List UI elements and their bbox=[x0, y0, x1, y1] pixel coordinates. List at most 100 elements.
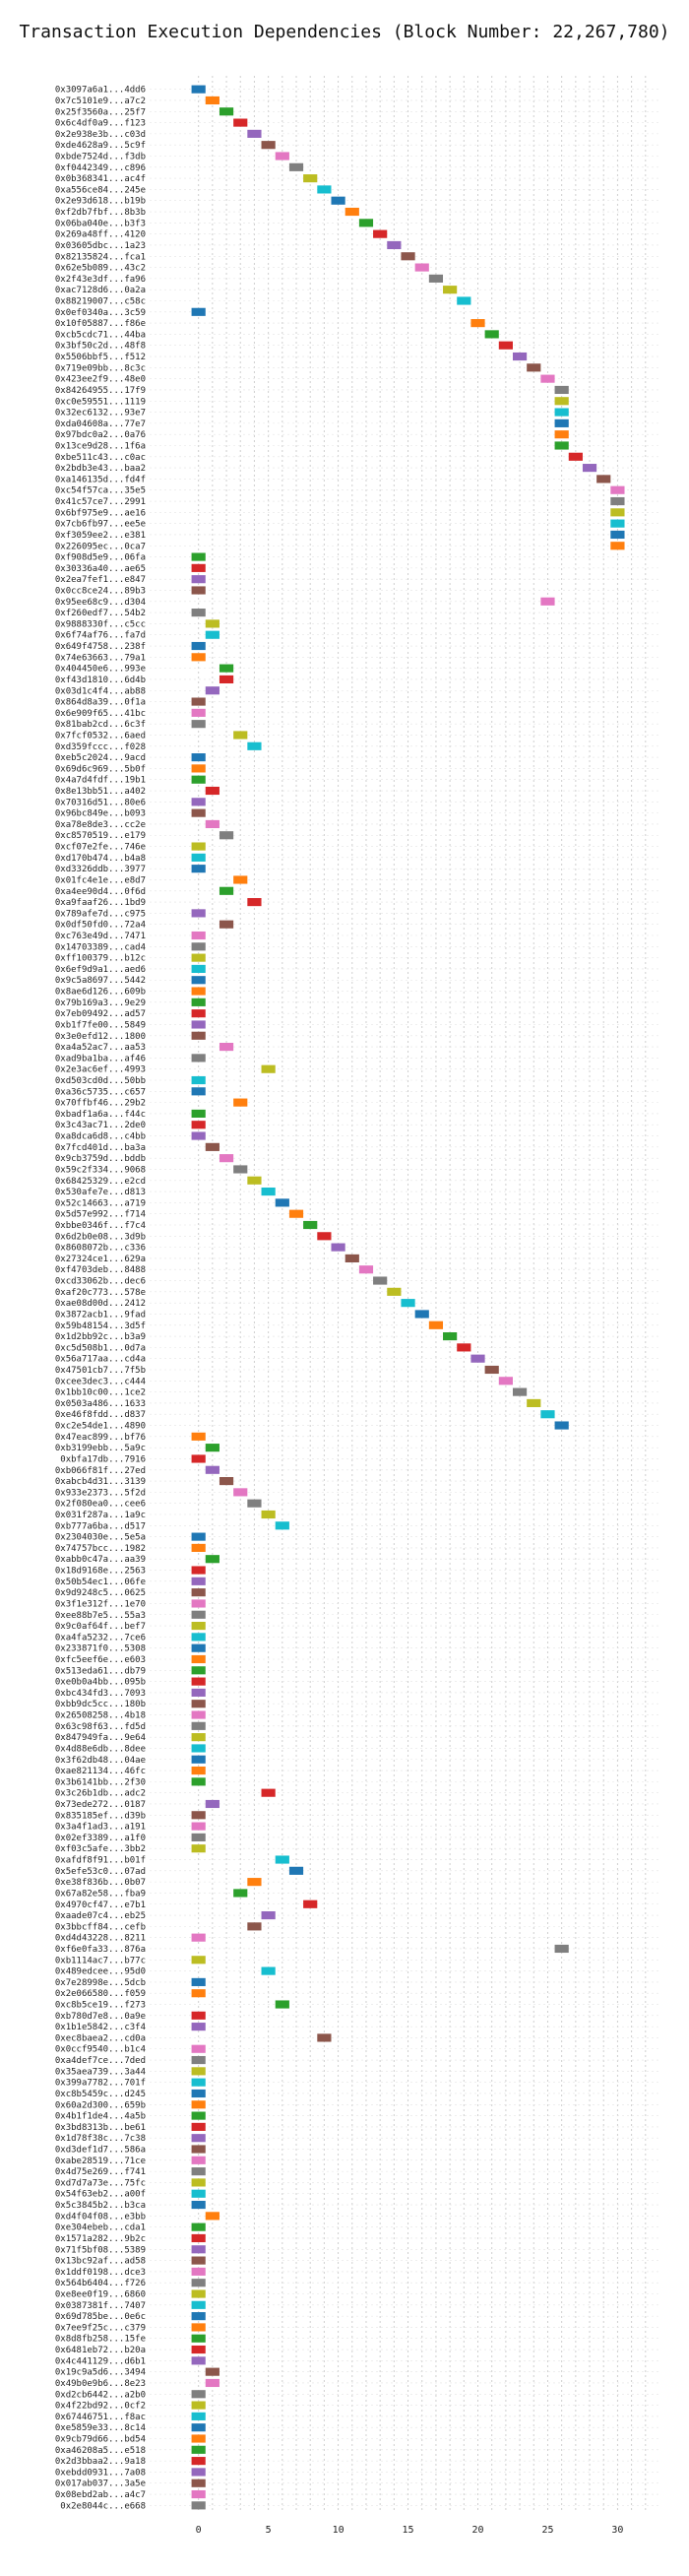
execution-bar bbox=[191, 2222, 206, 2231]
execution-bar bbox=[484, 330, 499, 339]
ytick-label: 0xb3199ebb...5a9c bbox=[55, 1444, 146, 1453]
execution-bar bbox=[373, 1276, 388, 1285]
ytick-label: 0x5d57e992...f714 bbox=[55, 1210, 146, 1220]
execution-bar bbox=[191, 2167, 206, 2176]
execution-bar bbox=[191, 942, 206, 951]
ytick-label: 0x25f3560a...25f7 bbox=[55, 107, 146, 117]
execution-bar bbox=[191, 1933, 206, 1942]
execution-bar bbox=[191, 2323, 206, 2332]
ytick-label: 0x6481eb72...b20a bbox=[55, 2346, 146, 2355]
bar-layer bbox=[191, 85, 625, 2510]
execution-bar bbox=[191, 2468, 206, 2477]
ytick-label: 0x8e13bb51...a402 bbox=[55, 787, 146, 797]
execution-bar bbox=[582, 464, 597, 473]
ytick-label: 0x9cb79d66...bd54 bbox=[55, 2435, 146, 2445]
execution-bar bbox=[247, 741, 262, 750]
ytick-label: 0xbc434fd3...7093 bbox=[55, 1689, 146, 1699]
execution-bar bbox=[191, 764, 206, 773]
execution-bar bbox=[554, 397, 569, 406]
ytick-label: 0x5efe53c0...07ad bbox=[55, 1867, 146, 1877]
execution-bar bbox=[191, 575, 206, 584]
execution-bar bbox=[191, 2489, 206, 2499]
ytick-label: 0xaade07c4...eb25 bbox=[55, 1911, 146, 1921]
execution-bar bbox=[191, 1744, 206, 1753]
execution-bar bbox=[191, 753, 206, 762]
execution-bar bbox=[205, 2378, 219, 2388]
ytick-label: 0x4a7d4fdf...19b1 bbox=[55, 776, 146, 786]
ytick-label: 0xf4703deb...8488 bbox=[55, 1265, 146, 1275]
execution-bar bbox=[191, 641, 206, 651]
ytick-label: 0xb780d7e8...0a9e bbox=[55, 2012, 146, 2022]
ytick-label: 0x3bf50c2d...48f8 bbox=[55, 342, 146, 352]
ytick-label: 0x2ea7fef1...e847 bbox=[55, 575, 146, 585]
ytick-label: 0x50b54ec1...06fe bbox=[55, 1578, 146, 1587]
ytick-label: 0x13ce9d28...1f6a bbox=[55, 441, 146, 451]
execution-bar bbox=[205, 619, 219, 628]
execution-bar bbox=[247, 1176, 262, 1185]
ytick-label: 0x9d9248c5...0625 bbox=[55, 1588, 146, 1598]
ytick-label: 0xa4a52ac7...aa53 bbox=[55, 1043, 146, 1053]
xtick-label: 5 bbox=[266, 2525, 272, 2536]
ytick-label: 0xc0e59551...1119 bbox=[55, 397, 146, 407]
execution-bar bbox=[247, 898, 262, 907]
ytick-label: 0x14703389...cad4 bbox=[55, 942, 146, 952]
execution-bar bbox=[191, 1621, 206, 1631]
ytick-label: 0x423ee2f9...48e0 bbox=[55, 375, 146, 385]
ytick-label: 0x3c43ac71...2de0 bbox=[55, 1121, 146, 1130]
execution-bar bbox=[191, 964, 206, 974]
execution-bar bbox=[219, 886, 234, 895]
ytick-label: 0x4d75e269...f741 bbox=[55, 2167, 146, 2177]
execution-bar bbox=[610, 508, 625, 517]
ytick-label: 0x73ede272...0187 bbox=[55, 1800, 146, 1810]
execution-bar bbox=[191, 1432, 206, 1441]
execution-bar bbox=[247, 129, 262, 138]
execution-bar bbox=[191, 586, 206, 595]
ytick-label: 0x9888330f...c5cc bbox=[55, 619, 146, 629]
execution-bar bbox=[512, 352, 528, 361]
ytick-label: 0x95ee68c9...d304 bbox=[55, 598, 146, 608]
ytick-label: 0x70316d51...80e6 bbox=[55, 798, 146, 807]
execution-bar bbox=[191, 2401, 206, 2410]
execution-bar bbox=[191, 953, 206, 962]
ytick-label: 0x7cb6fb97...ee5e bbox=[55, 520, 146, 530]
execution-bar bbox=[191, 2100, 206, 2109]
ytick-label: 0xcd33062b...dec6 bbox=[55, 1277, 146, 1287]
ytick-label: 0xb1f7fe00...5849 bbox=[55, 1020, 146, 1030]
execution-bar bbox=[610, 530, 625, 540]
ytick-label: 0x41c57ce7...2991 bbox=[55, 497, 146, 507]
execution-bar bbox=[457, 296, 471, 305]
ytick-label: 0x54f63eb2...a00f bbox=[55, 2190, 146, 2200]
ytick-label: 0x2f43e3df...fa96 bbox=[55, 275, 146, 285]
execution-bar bbox=[191, 708, 206, 717]
ytick-label: 0x489edcee...95d0 bbox=[55, 1967, 146, 1977]
ytick-label: 0xff100379...b12c bbox=[55, 954, 146, 964]
ytick-label: 0x4c441129...d6b1 bbox=[55, 2356, 146, 2366]
ytick-label: 0x7ee9f25c...c379 bbox=[55, 2323, 146, 2333]
execution-bar bbox=[205, 819, 219, 829]
execution-bar bbox=[191, 653, 206, 662]
ytick-label: 0x03605dbc...1a23 bbox=[55, 241, 146, 251]
ytick-label: 0xa556ce84...245e bbox=[55, 185, 146, 195]
execution-bar bbox=[275, 152, 289, 161]
execution-bar bbox=[191, 853, 206, 862]
execution-bar bbox=[191, 2312, 206, 2321]
execution-bar bbox=[443, 286, 458, 294]
execution-bar bbox=[191, 1688, 206, 1697]
execution-bar bbox=[498, 341, 513, 350]
execution-bar bbox=[233, 875, 248, 884]
ytick-label: 0xa46208a5...e518 bbox=[55, 2446, 146, 2456]
ytick-label: 0xa9faaf26...1bd9 bbox=[55, 898, 146, 908]
execution-bar bbox=[610, 496, 625, 506]
execution-bar bbox=[331, 196, 345, 205]
ytick-label: 0x789afe7d...c975 bbox=[55, 909, 146, 919]
ytick-label: 0x3872acb1...9fad bbox=[55, 1310, 146, 1320]
execution-bar bbox=[191, 2412, 206, 2420]
xtick-labels: 0 5 10 15 20 25 30 bbox=[196, 2525, 624, 2536]
ytick-label: 0xb1114ac7...b77c bbox=[55, 1956, 146, 1965]
ytick-label: 0x2e938e3b...c03d bbox=[55, 130, 146, 140]
execution-bar bbox=[205, 1799, 219, 1809]
ytick-label: 0x269a48ff...4120 bbox=[55, 230, 146, 240]
ytick-label: 0x3c26b1db...adc2 bbox=[55, 1789, 146, 1799]
ytick-label: 0x0ccf9540...b1c4 bbox=[55, 2045, 146, 2055]
ytick-label: 0xa8dca6d8...c4bb bbox=[55, 1132, 146, 1142]
